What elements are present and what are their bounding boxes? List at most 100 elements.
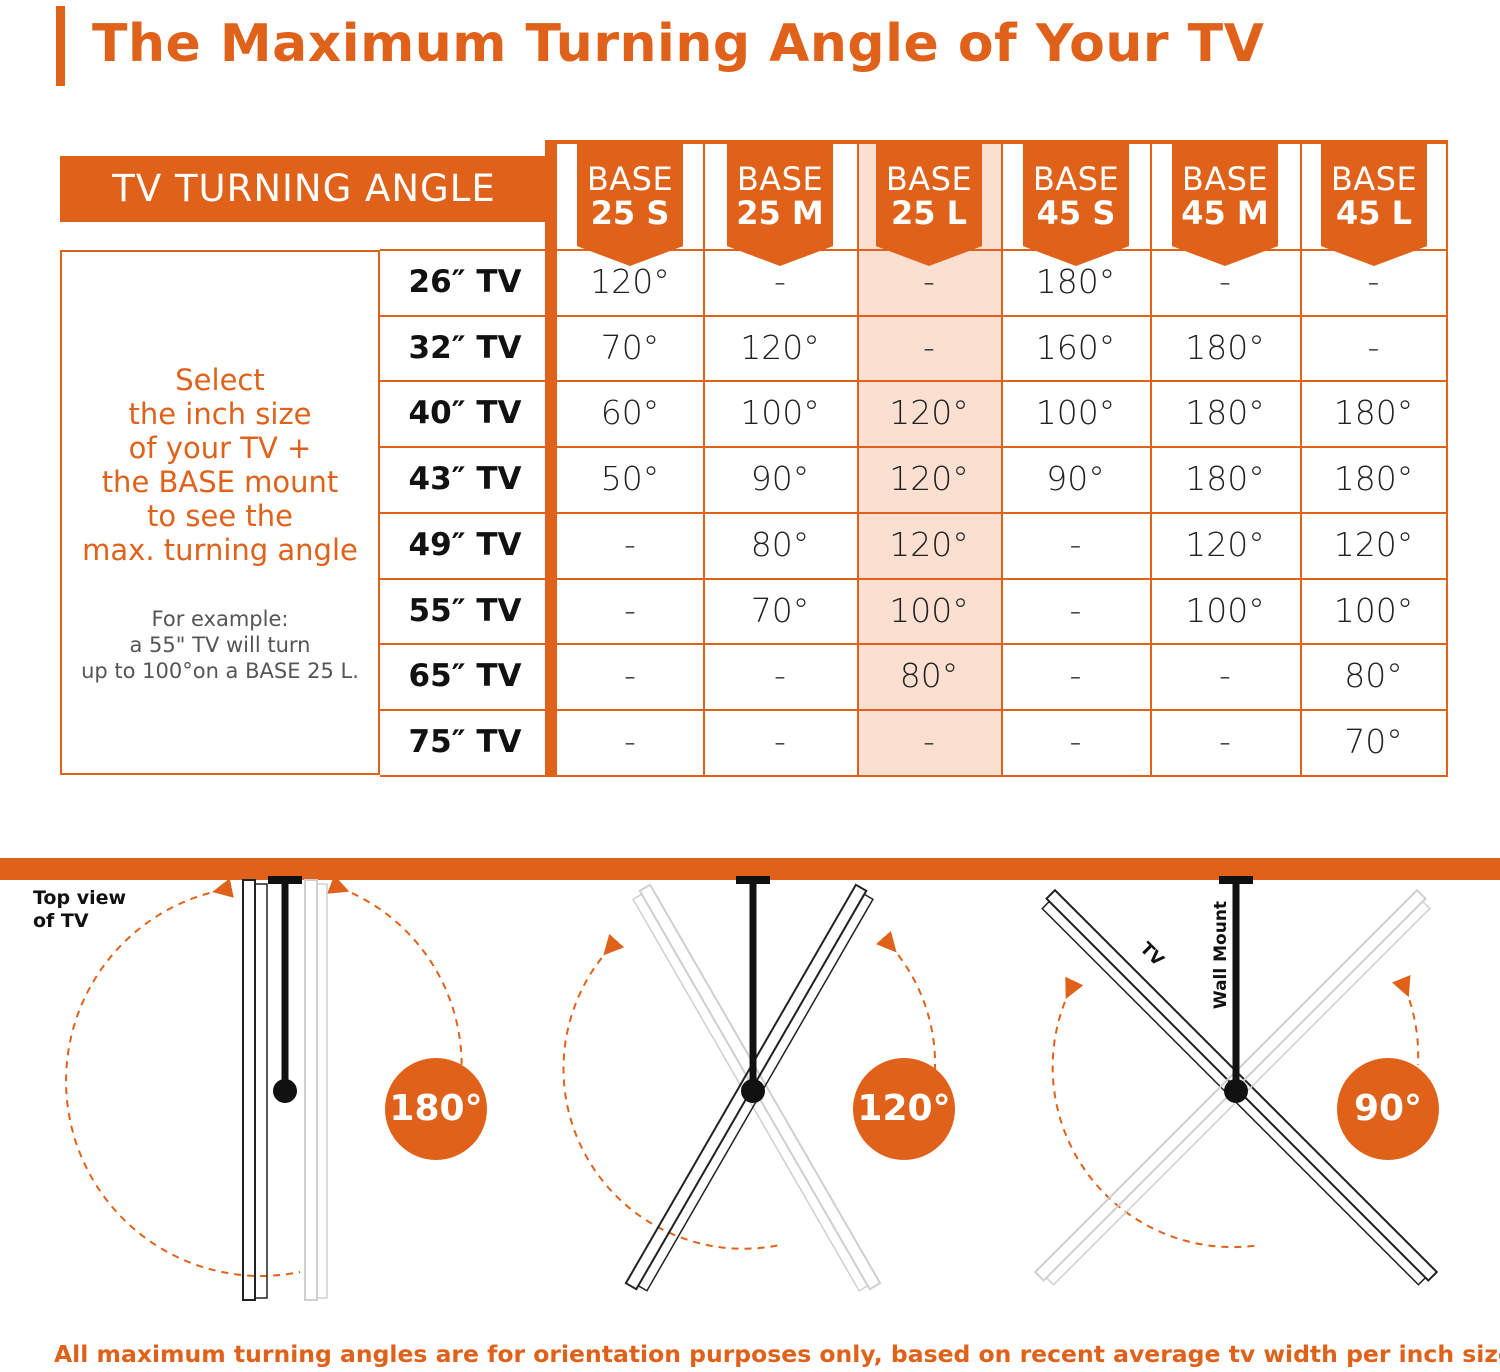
grid-column-line — [857, 140, 859, 777]
base-header-line2: 25 L — [890, 194, 968, 232]
mount-pivot — [741, 1079, 765, 1103]
table-cell: 120° — [1333, 525, 1414, 564]
table-cell: - — [774, 656, 786, 695]
table-header-line — [548, 140, 1448, 144]
rotation-arc — [1391, 974, 1420, 1066]
wall-bar — [0, 858, 1500, 880]
table-cell: - — [1367, 328, 1380, 367]
diagram-120 — [562, 876, 937, 1292]
table-cell: 120° — [590, 262, 670, 301]
row-label: 26″ TV — [408, 264, 522, 300]
table-cell: 60° — [600, 393, 660, 432]
table-cell: 70° — [1344, 722, 1403, 761]
table-cell: 100° — [889, 591, 969, 630]
grid-row-line — [380, 775, 1448, 777]
table-cell: 80° — [750, 525, 810, 564]
rotation-arc — [875, 930, 937, 1071]
example-line: a 55" TV will turn — [129, 633, 311, 657]
base-header-badge: BASE 45 M — [1172, 142, 1278, 266]
base-header-line1: BASE — [1032, 160, 1120, 198]
table-cell: 90° — [750, 459, 810, 498]
grid-row-line — [380, 512, 1448, 514]
table-cell: - — [1069, 722, 1082, 761]
mount-pivot — [273, 1079, 297, 1103]
base-header-line2: 45 L — [1335, 194, 1413, 232]
tv-panel-edge — [254, 883, 268, 1299]
table-cell: 180° — [1185, 393, 1265, 432]
table-cell: 120° — [1185, 525, 1265, 564]
instruction-box — [60, 250, 380, 775]
instruction-line: the inch size — [128, 397, 312, 431]
base-header-line2: 45 S — [1036, 194, 1116, 232]
tv-panel-ghost-edge — [316, 883, 328, 1299]
row-label: 32″ TV — [408, 330, 522, 366]
grid-row-line — [380, 446, 1448, 448]
table-cell: 100° — [1185, 591, 1265, 630]
wall-mount-label: Wall Mount — [1211, 901, 1231, 1009]
base-header-line1: BASE — [1181, 160, 1269, 198]
table-cell: 180° — [1035, 262, 1116, 301]
table-divider — [545, 140, 557, 777]
table-cell: - — [923, 722, 935, 761]
top-view-label: Top view of TV — [33, 887, 126, 933]
grid-column-line — [703, 140, 705, 777]
example-line: up to 100°on a BASE 25 L. — [81, 659, 359, 683]
table-cell: 120° — [889, 525, 969, 564]
table-header-label: TV TURNING ANGLE — [60, 156, 548, 222]
row-label: 65″ TV — [408, 658, 522, 694]
table-cell: - — [1219, 262, 1231, 301]
table-cell: - — [624, 656, 636, 695]
table-cell: 180° — [1333, 459, 1414, 498]
page-title: The Maximum Turning Angle of Your TV — [92, 14, 1265, 74]
mount-pivot — [1224, 1079, 1248, 1103]
table-cell: - — [1069, 525, 1082, 564]
table-cell: - — [774, 262, 786, 301]
table-cell: 70° — [750, 591, 810, 630]
base-header-badge: BASE 25 S — [577, 142, 683, 266]
table-cell: 120° — [889, 459, 969, 498]
base-header-badge: BASE 45 S — [1023, 142, 1129, 266]
angle-badge-180: 180° — [385, 1058, 487, 1160]
instruction-line: max. turning angle — [82, 533, 358, 567]
angle-badge-120: 120° — [853, 1058, 955, 1160]
base-header-line2: 25 M — [736, 194, 824, 232]
base-header-badge: BASE 45 L — [1321, 142, 1427, 266]
row-label: 40″ TV — [408, 395, 522, 431]
diagram-180 — [65, 875, 463, 1301]
table-cell: 180° — [1333, 393, 1414, 432]
table-cell: 80° — [899, 656, 959, 695]
grid-column-line — [1001, 140, 1003, 777]
table-cell: 180° — [1185, 459, 1265, 498]
table-cell: - — [1069, 656, 1082, 695]
base-header-badge: BASE 25 L — [876, 142, 982, 266]
rotation-arc — [1051, 976, 1261, 1249]
tv-panel-ghost — [304, 879, 318, 1301]
base-header-line1: BASE — [586, 160, 674, 198]
tv-label: TV — [1136, 939, 1168, 971]
example-text: For example: a 55" TV will turn up to 10… — [62, 606, 378, 684]
table-cell: - — [1069, 591, 1082, 630]
table-cell: 100° — [740, 393, 820, 432]
row-label: 75″ TV — [408, 724, 522, 760]
table-cell: 160° — [1035, 328, 1116, 367]
base-header-badge: BASE 25 M — [727, 142, 833, 266]
title-accent-bar — [56, 6, 65, 86]
table-cell: - — [774, 722, 786, 761]
base-header-line1: BASE — [885, 160, 973, 198]
grid-column-line — [1300, 140, 1302, 777]
base-header-line2: 25 S — [590, 194, 670, 232]
grid-row-line — [380, 643, 1448, 645]
table-cell: 120° — [740, 328, 820, 367]
angle-badge-90: 90° — [1337, 1058, 1439, 1160]
table-cell: - — [923, 328, 935, 367]
top-view-line: Top view — [33, 887, 127, 909]
table-cell: - — [624, 591, 636, 630]
table-cell: 180° — [1185, 328, 1265, 367]
row-label: 43″ TV — [408, 461, 522, 497]
example-line: For example: — [151, 607, 289, 631]
base-header-line1: BASE — [736, 160, 824, 198]
top-view-line: of TV — [33, 910, 89, 932]
rotation-arc — [65, 878, 301, 1277]
table-cell: - — [624, 722, 636, 761]
